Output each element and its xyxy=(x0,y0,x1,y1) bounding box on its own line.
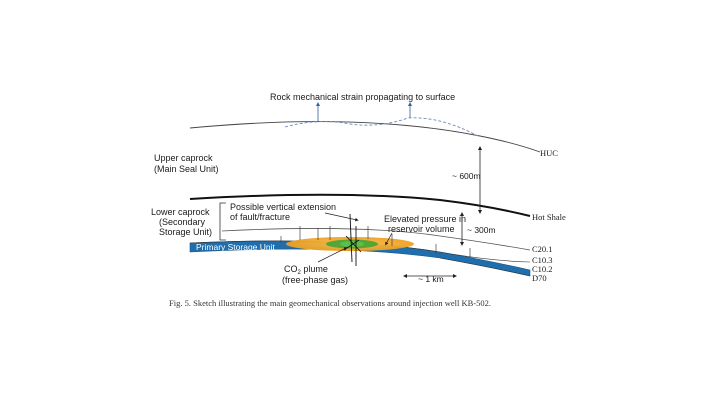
pressure-sublabel: reservoir volume xyxy=(388,224,455,234)
fault-label: Possible vertical extension xyxy=(230,202,336,212)
hot-shale-horizon-line xyxy=(189,193,531,217)
distance-300m-label: ~ 300m xyxy=(467,225,496,235)
figure-caption: Fig. 5. Sketch illustrating the main geo… xyxy=(169,298,491,308)
huc-horizon-line xyxy=(189,121,541,153)
c20-1-horizon-line xyxy=(221,228,531,251)
d70-horizon-line xyxy=(439,257,531,277)
plume-pointer xyxy=(317,247,348,263)
distance-600m-label: ~ 600m xyxy=(452,171,481,181)
horizon-label-c10-3: C10.3 xyxy=(532,255,553,265)
horizon-label-hot-shale: Hot Shale xyxy=(532,212,566,222)
pressure-pointer xyxy=(385,232,393,246)
fracture-ticks xyxy=(280,226,471,258)
lower-caprock-sublabel-2: Storage Unit) xyxy=(159,227,212,237)
horizon-label-c10-2: C10.2 xyxy=(532,264,553,274)
horizon-label-huc: HUC xyxy=(540,148,558,158)
strain-dashed-line xyxy=(284,117,479,137)
strain-label: Rock mechanical strain propagating to su… xyxy=(270,92,455,102)
pressure-label: Elevated pressure in xyxy=(384,214,466,224)
fault-sublabel: of fault/fracture xyxy=(230,212,290,222)
lower-caprock-sublabel-1: (Secondary xyxy=(159,217,206,227)
primary-storage-label: Primary Storage Unit xyxy=(196,242,276,252)
lower-caprock-label: Lower caprock xyxy=(151,207,210,217)
upper-caprock-sublabel: (Main Seal Unit) xyxy=(154,164,219,174)
distance-1km-label: ~ 1 km xyxy=(418,274,444,284)
upper-caprock-label: Upper caprock xyxy=(154,153,213,163)
horizon-label-d70: D70 xyxy=(532,273,547,283)
lower-caprock-bracket xyxy=(219,202,226,241)
fault-pointer xyxy=(324,212,359,222)
c10-3-horizon-line xyxy=(189,240,531,263)
horizon-label-c20-1: C20.1 xyxy=(532,244,553,254)
co2-plume-label: CO2 plume xyxy=(284,264,328,276)
co2-plume-sublabel: (free-phase gas) xyxy=(282,275,348,285)
